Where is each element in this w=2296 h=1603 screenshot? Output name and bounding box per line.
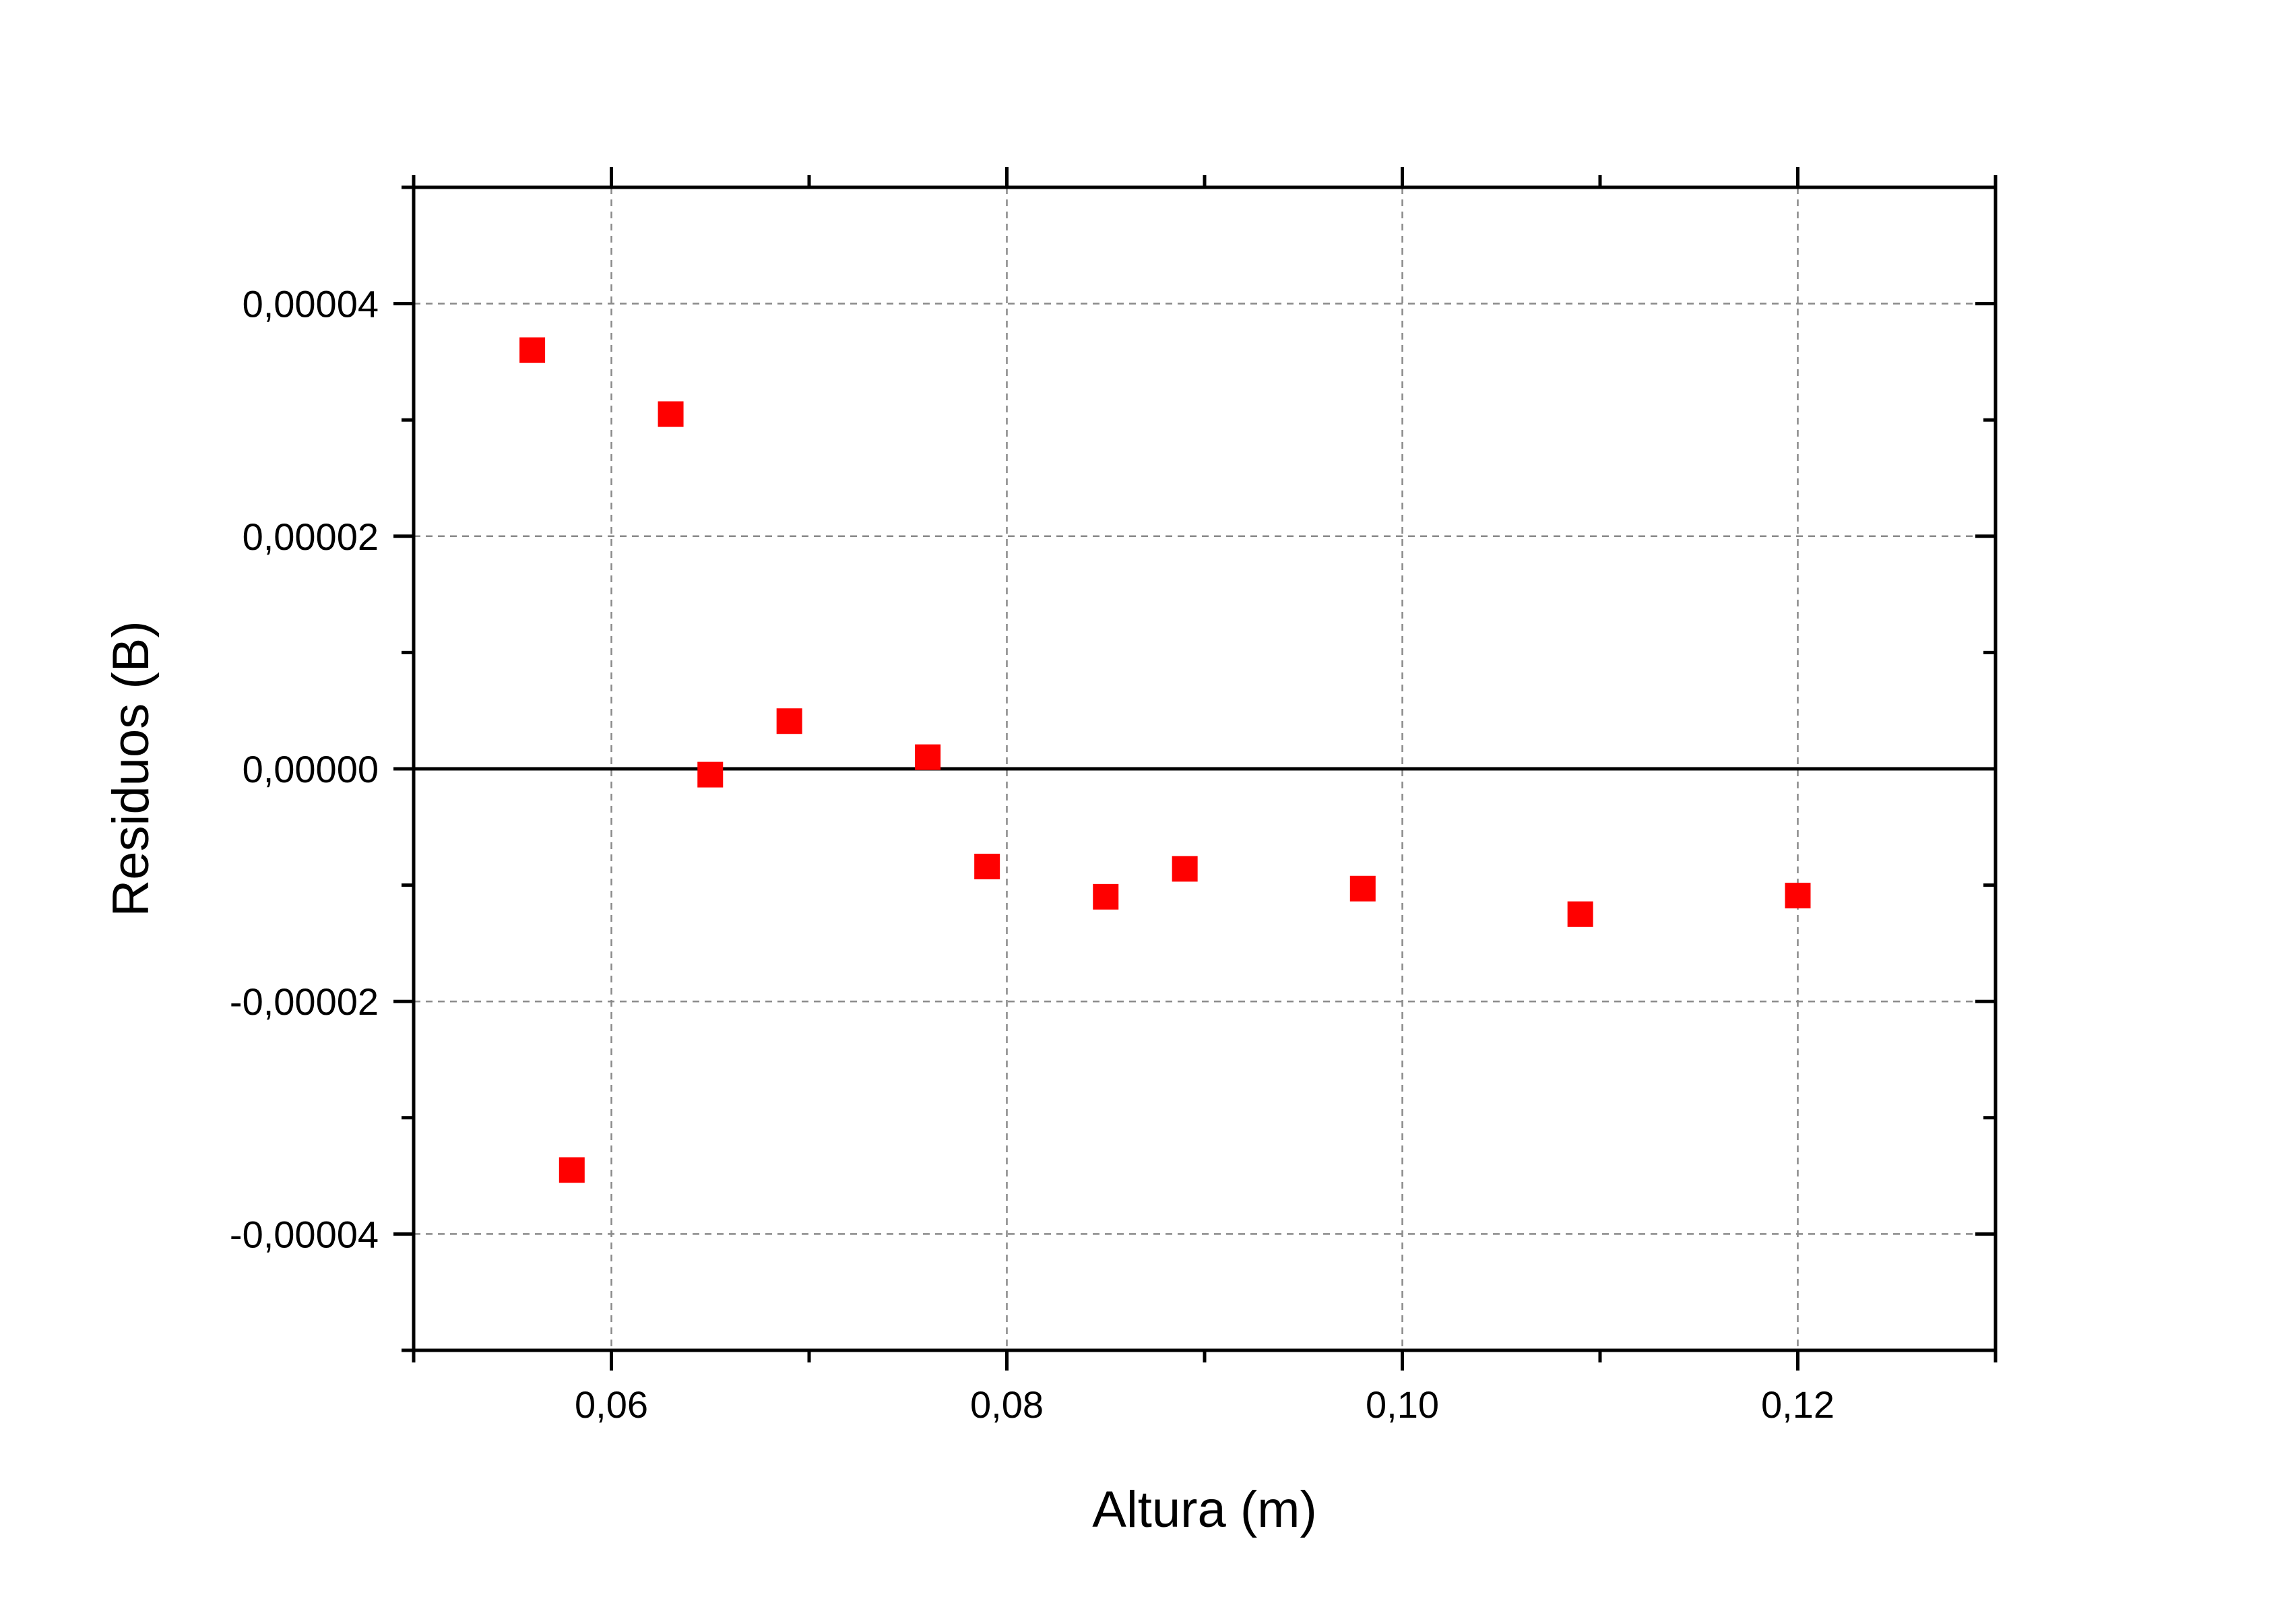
- data-point: [658, 401, 684, 427]
- x-tick-label: 0,12: [1761, 1383, 1835, 1426]
- x-axis-title: Altura (m): [1092, 1481, 1317, 1538]
- x-tick-label: 0,06: [575, 1383, 648, 1426]
- data-point: [915, 744, 941, 770]
- data-point: [519, 337, 546, 363]
- y-tick-label: -0,00002: [230, 980, 379, 1023]
- y-tick-label: 0,00004: [243, 283, 379, 325]
- data-point: [974, 853, 1000, 879]
- x-tick-label: 0,10: [1366, 1383, 1439, 1426]
- data-points: [519, 337, 1811, 1183]
- data-point: [1349, 875, 1376, 902]
- y-axis-title: Residuos (B): [102, 621, 160, 916]
- data-point: [559, 1157, 585, 1183]
- axis-ticks: [393, 167, 1998, 1371]
- data-point: [1093, 883, 1119, 910]
- x-tick-label: 0,08: [970, 1383, 1044, 1426]
- y-tick-label: 0,00002: [243, 515, 379, 558]
- data-point: [1567, 901, 1593, 927]
- y-tick-label: -0,00004: [230, 1213, 379, 1255]
- tick-labels: 0,06 0,08 0,10 0,12 -0,00004 -0,00002 0,00000 0…: [230, 283, 1835, 1426]
- data-point: [697, 761, 724, 788]
- y-tick-label: 0,00000: [243, 748, 379, 790]
- data-point: [776, 708, 802, 734]
- grid: [414, 187, 1996, 1350]
- data-point: [1172, 856, 1198, 882]
- data-point: [1785, 883, 1811, 909]
